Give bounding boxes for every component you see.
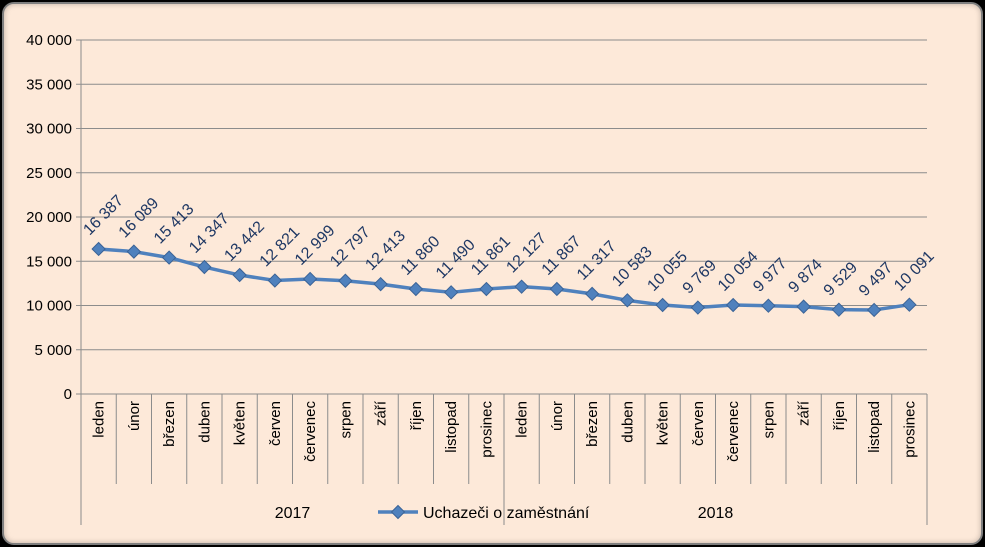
year-label: 2018 bbox=[698, 505, 734, 522]
data-point bbox=[267, 273, 283, 288]
data-point bbox=[796, 299, 811, 314]
data-point bbox=[902, 297, 917, 312]
data-point bbox=[91, 241, 106, 257]
x-tick-label: červen bbox=[690, 401, 707, 446]
data-point bbox=[161, 250, 177, 265]
y-tick-label: 30 000 bbox=[26, 121, 72, 138]
x-tick-label: únor bbox=[549, 401, 566, 431]
data-point bbox=[831, 302, 847, 317]
data-point bbox=[408, 281, 424, 297]
data-point bbox=[514, 279, 529, 294]
x-tick-label: květen bbox=[232, 401, 249, 445]
y-tick-label: 10 000 bbox=[26, 298, 72, 315]
x-tick-label: srpen bbox=[760, 401, 777, 439]
x-tick-label: duben bbox=[196, 401, 213, 443]
data-point bbox=[443, 285, 459, 300]
x-tick-label: prosinec bbox=[478, 401, 495, 458]
y-tick-label: 0 bbox=[64, 386, 72, 403]
x-tick-label: květen bbox=[655, 401, 672, 445]
x-tick-label: březen bbox=[584, 401, 601, 447]
data-point bbox=[866, 302, 882, 318]
y-tick-label: 15 000 bbox=[26, 253, 72, 270]
data-point bbox=[197, 259, 212, 275]
x-tick-label: leden bbox=[91, 401, 108, 438]
x-tick-label: únor bbox=[126, 401, 143, 431]
x-tick-label: červenec bbox=[725, 401, 742, 462]
x-tick-label: září bbox=[796, 400, 813, 426]
x-tick-label: září bbox=[373, 400, 390, 426]
data-point bbox=[761, 298, 776, 313]
x-tick-label: srpen bbox=[337, 401, 354, 439]
x-tick-label: říjen bbox=[408, 401, 425, 430]
data-point bbox=[302, 271, 318, 287]
x-tick-label: červen bbox=[267, 401, 284, 446]
y-tick-label: 20 000 bbox=[26, 209, 72, 226]
legend-marker bbox=[390, 504, 406, 520]
data-point bbox=[725, 297, 741, 313]
x-tick-label: prosinec bbox=[901, 401, 918, 458]
data-point bbox=[620, 293, 635, 308]
x-tick-label: listopad bbox=[866, 401, 883, 453]
data-point bbox=[479, 281, 494, 297]
year-label: 2017 bbox=[275, 505, 311, 522]
legend-label: Uchazeči o zaměstnání bbox=[423, 505, 590, 522]
data-point bbox=[584, 286, 600, 302]
y-tick-label: 35 000 bbox=[26, 76, 72, 93]
data-point bbox=[549, 281, 565, 297]
data-point bbox=[232, 267, 247, 283]
data-point bbox=[373, 276, 388, 292]
x-tick-label: březen bbox=[161, 401, 178, 447]
x-tick-label: leden bbox=[514, 401, 531, 438]
data-point bbox=[655, 297, 670, 313]
x-tick-label: listopad bbox=[443, 401, 460, 453]
y-tick-label: 40 000 bbox=[26, 32, 72, 49]
data-point bbox=[126, 244, 142, 259]
data-point bbox=[690, 300, 706, 315]
x-tick-label: duben bbox=[619, 401, 636, 443]
data-point bbox=[338, 273, 353, 288]
x-tick-label: červenec bbox=[302, 401, 319, 462]
y-tick-label: 25 000 bbox=[26, 165, 72, 182]
y-tick-label: 5 000 bbox=[34, 342, 72, 359]
x-tick-label: říjen bbox=[831, 401, 848, 430]
